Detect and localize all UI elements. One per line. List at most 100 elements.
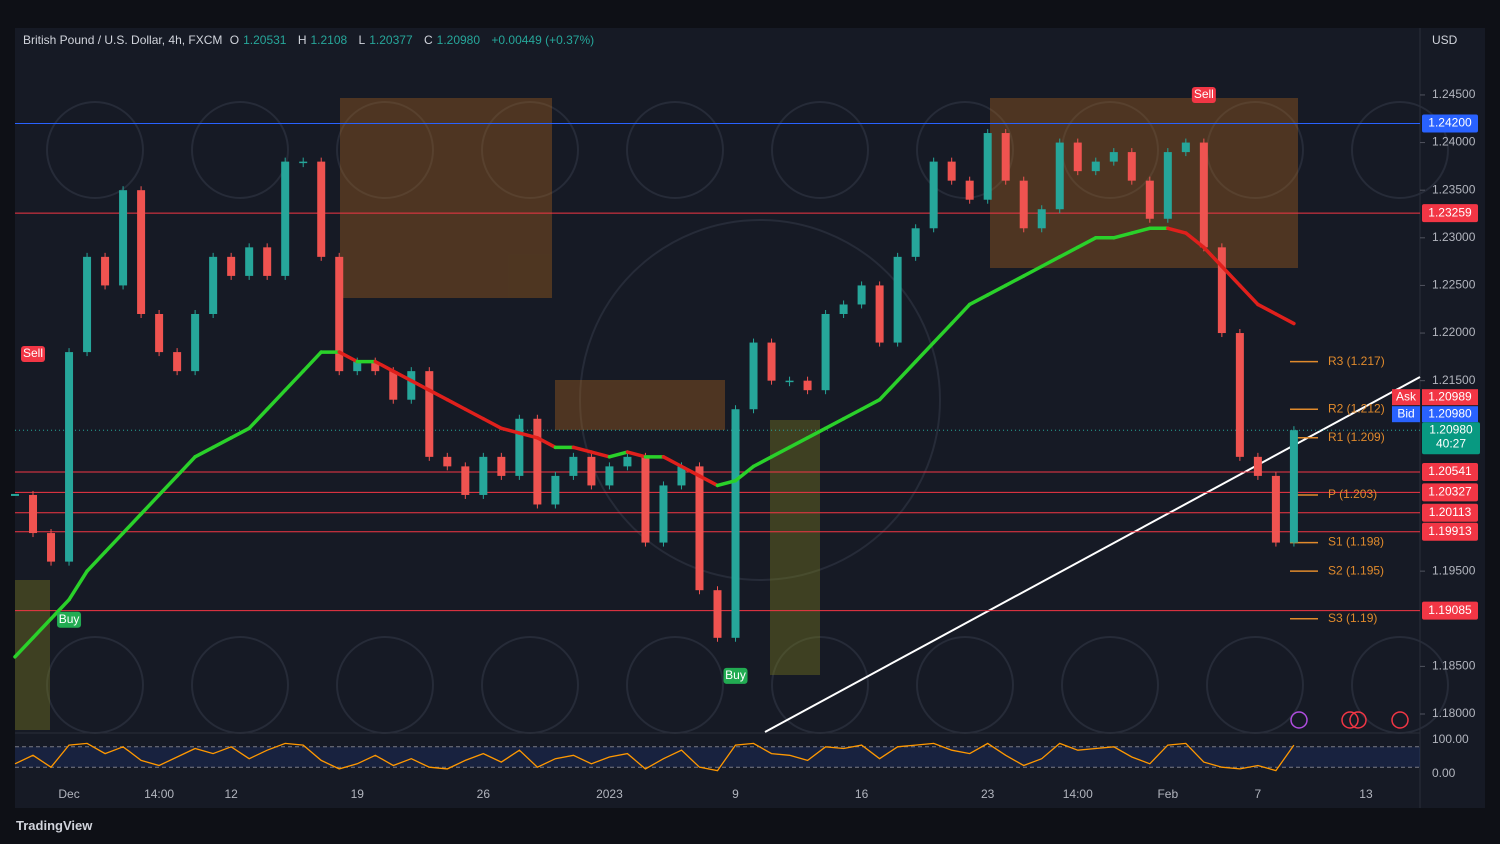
- level-tag: [1422, 483, 1478, 502]
- bid-key-box: [1392, 406, 1420, 423]
- bid-key: Bid: [1397, 406, 1414, 420]
- candle: [479, 456, 488, 495]
- trend-segment: [247, 407, 269, 431]
- signal-label: Sell: [1194, 87, 1214, 101]
- ohlc-key: H: [297, 33, 307, 47]
- candle: [1235, 333, 1244, 457]
- candle: [785, 380, 794, 383]
- indicator-icons: [1290, 711, 1409, 729]
- y-tick-label: 1.18000: [1432, 706, 1476, 720]
- candle: [983, 133, 992, 200]
- ohlc-key: O: [229, 33, 240, 47]
- candle: [929, 161, 938, 229]
- x-tick-label: 14:00: [144, 787, 174, 801]
- trend-segment: [1274, 312, 1296, 326]
- candle: [1199, 142, 1208, 248]
- candle: [875, 285, 884, 343]
- trend-segment: [517, 431, 540, 440]
- level-tag-label: 1.20327: [1428, 485, 1472, 499]
- oscillator-band: [15, 746, 1420, 768]
- trend-segment: [175, 455, 197, 478]
- x-tick-label: 16: [855, 787, 869, 801]
- signal-label: Buy: [725, 668, 746, 682]
- candle: [821, 314, 830, 391]
- candle: [893, 256, 902, 343]
- candle: [299, 161, 308, 164]
- candle: [65, 352, 74, 562]
- pivot-label: R3 (1.217): [1328, 354, 1385, 368]
- trend-segment: [283, 369, 305, 392]
- trend-segment: [373, 359, 396, 373]
- trend-segment: [751, 455, 774, 469]
- level-tag: [1422, 204, 1478, 223]
- candle: [245, 247, 254, 276]
- level-tag: [1422, 114, 1478, 133]
- y-tick-label: 1.18500: [1432, 659, 1476, 673]
- level-tag: [1422, 463, 1478, 481]
- trend-segment: [949, 302, 972, 326]
- trend-segment: [1220, 264, 1242, 288]
- trend-segment: [697, 474, 720, 488]
- trend-segment: [1057, 245, 1080, 259]
- candle: [1055, 142, 1064, 210]
- trend-segment: [733, 464, 756, 483]
- pivot-label: P (1.203): [1328, 487, 1377, 501]
- signal-badge: [21, 346, 46, 362]
- candle: [317, 161, 326, 257]
- pivot-label: R1 (1.209): [1328, 430, 1385, 444]
- trend-segment: [715, 478, 738, 488]
- candle: [137, 190, 146, 314]
- candle: [47, 533, 56, 562]
- trend-segment: [13, 636, 35, 659]
- candle: [1001, 133, 1010, 181]
- signal-label: Sell: [23, 346, 43, 360]
- candle: [803, 380, 812, 391]
- ask-value: 1.20989: [1428, 389, 1472, 403]
- trend-segment: [913, 340, 936, 364]
- ohlc-value: 1.20531: [243, 33, 287, 47]
- trend-segment: [121, 512, 143, 535]
- candle: [731, 409, 740, 638]
- candle: [911, 228, 920, 257]
- trend-segment: [1039, 255, 1062, 269]
- ask-key-box: [1392, 389, 1420, 406]
- trend-segment: [805, 426, 828, 440]
- y-tick-label: 1.23500: [1432, 182, 1476, 196]
- level-tag-label: 1.20113: [1429, 505, 1472, 519]
- brand-logo[interactable]: TradingView: [16, 818, 93, 833]
- ohlc-key: C: [423, 33, 433, 47]
- trend-segment: [1238, 283, 1260, 307]
- candle: [191, 314, 200, 372]
- candle: [1109, 152, 1118, 162]
- x-tick-label: 2023: [596, 787, 623, 801]
- candle: [713, 590, 722, 638]
- x-tick-label: 19: [351, 787, 365, 801]
- bid-box: [1422, 406, 1478, 423]
- trend-segment: [607, 450, 630, 459]
- candle: [425, 371, 434, 457]
- trend-segment: [463, 407, 486, 421]
- trend-segment: [1130, 226, 1152, 235]
- candle: [659, 485, 668, 543]
- trend-segment: [265, 388, 287, 411]
- candle: [209, 256, 218, 314]
- level-tag: [1422, 601, 1478, 620]
- candle: [29, 494, 38, 534]
- candle: [767, 342, 776, 381]
- y-tick-label: 1.24500: [1432, 87, 1476, 101]
- candle: [407, 371, 416, 400]
- candle: [1181, 142, 1190, 153]
- trend-segment: [895, 359, 918, 383]
- candle: [1289, 430, 1298, 543]
- trend-segment: [985, 283, 1008, 297]
- candle: [371, 361, 380, 372]
- symbol: British Pound / U.S. Dollar, 4h, FXCM: [23, 33, 223, 47]
- candle: [1091, 161, 1100, 172]
- trend-segment: [769, 445, 792, 459]
- candle: [551, 475, 560, 505]
- pivot-label: S1 (1.198): [1328, 535, 1384, 549]
- ohlc-key: L: [358, 33, 366, 47]
- candle: [173, 352, 182, 372]
- ohlc-value: 1.20980: [436, 33, 481, 47]
